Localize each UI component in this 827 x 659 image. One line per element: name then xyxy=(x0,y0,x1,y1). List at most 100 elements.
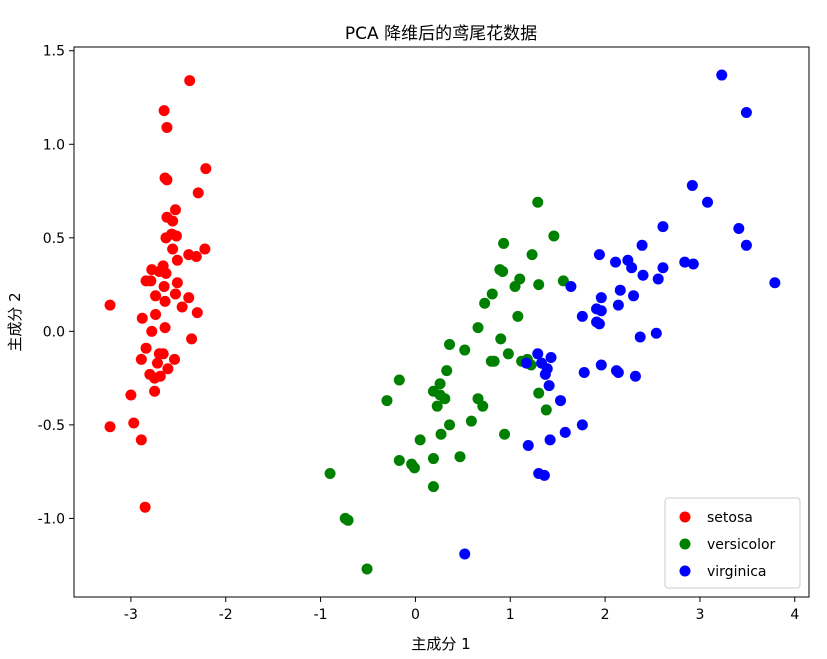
y-tick-label: -1.0 xyxy=(38,511,65,527)
point-setosa-21 xyxy=(160,267,172,279)
point-virginica-33 xyxy=(520,357,532,369)
point-virginica-15 xyxy=(652,273,664,285)
point-setosa-42 xyxy=(169,353,181,365)
point-virginica-22 xyxy=(769,277,781,289)
point-setosa-41 xyxy=(135,353,147,365)
x-tick-label: -3 xyxy=(124,607,138,623)
point-virginica-14 xyxy=(637,269,649,281)
point-setosa-11 xyxy=(170,230,182,242)
point-versicolor-35 xyxy=(499,428,511,440)
x-axis-title: 主成分 1 xyxy=(411,635,470,653)
y-axis: 1.5 1.0 0.5 0.0 -0.5 -1.0 xyxy=(38,44,74,527)
point-versicolor-38 xyxy=(454,451,466,463)
legend-label-versicolor: versicolor xyxy=(707,537,776,553)
point-virginica-19 xyxy=(628,290,640,302)
point-setosa-1 xyxy=(158,105,170,117)
point-virginica-25 xyxy=(593,318,605,330)
point-virginica-0 xyxy=(716,69,728,81)
point-versicolor-5 xyxy=(494,264,506,276)
legend-marker-setosa xyxy=(679,511,691,523)
point-setosa-25 xyxy=(158,280,170,292)
point-setosa-16 xyxy=(190,251,202,263)
point-setosa-35 xyxy=(159,322,171,334)
legend-marker-versicolor xyxy=(679,538,691,550)
point-setosa-52 xyxy=(135,434,147,446)
point-versicolor-31 xyxy=(393,374,405,386)
x-tick-label: -2 xyxy=(219,607,233,623)
legend-box xyxy=(664,497,801,589)
point-versicolor-13 xyxy=(512,310,524,322)
point-versicolor-0 xyxy=(532,196,544,208)
x-tick-label: 1 xyxy=(506,607,515,623)
point-versicolor-49 xyxy=(488,355,500,367)
y-tick-label: 1.5 xyxy=(43,44,65,60)
point-versicolor-46 xyxy=(361,563,373,575)
point-setosa-51 xyxy=(104,421,116,433)
point-versicolor-22 xyxy=(441,365,453,377)
point-setosa-2 xyxy=(161,121,173,133)
point-virginica-43 xyxy=(544,434,556,446)
point-setosa-9 xyxy=(167,215,179,227)
point-versicolor-43 xyxy=(427,481,439,493)
point-versicolor-10 xyxy=(486,288,498,300)
point-setosa-23 xyxy=(145,275,157,287)
point-versicolor-37 xyxy=(427,453,439,465)
point-setosa-27 xyxy=(150,290,162,302)
point-versicolor-23 xyxy=(434,378,446,390)
point-versicolor-21 xyxy=(540,404,552,416)
point-setosa-49 xyxy=(125,389,137,401)
point-setosa-14 xyxy=(167,243,179,255)
y-tick-label: -0.5 xyxy=(38,418,65,434)
point-setosa-24 xyxy=(171,277,183,289)
point-virginica-6 xyxy=(740,239,752,251)
y-axis-title: 主成分 2 xyxy=(6,292,24,351)
point-virginica-26 xyxy=(576,310,588,322)
point-versicolor-2 xyxy=(548,230,560,242)
x-tick-label: -1 xyxy=(314,607,328,623)
point-virginica-8 xyxy=(679,256,691,268)
point-virginica-34 xyxy=(578,367,590,379)
point-setosa-7 xyxy=(169,204,181,216)
point-virginica-7 xyxy=(636,239,648,251)
point-versicolor-14 xyxy=(495,333,507,345)
point-setosa-36 xyxy=(146,325,158,337)
point-versicolor-45 xyxy=(342,514,354,526)
point-setosa-48 xyxy=(149,385,161,397)
point-versicolor-27 xyxy=(431,400,443,412)
point-setosa-47 xyxy=(154,370,166,382)
point-virginica-47 xyxy=(459,548,471,560)
point-setosa-5 xyxy=(161,174,173,186)
point-versicolor-20 xyxy=(533,387,545,399)
x-tick-label: 2 xyxy=(601,607,610,623)
point-setosa-13 xyxy=(199,243,211,255)
point-virginica-46 xyxy=(538,469,550,481)
point-setosa-28 xyxy=(183,292,195,304)
point-versicolor-39 xyxy=(393,454,405,466)
chart-title: PCA 降维后的鸢尾花数据 xyxy=(345,24,537,44)
point-virginica-16 xyxy=(626,262,638,274)
point-setosa-53 xyxy=(139,501,151,513)
point-virginica-48 xyxy=(539,368,551,380)
point-virginica-42 xyxy=(559,426,571,438)
point-versicolor-8 xyxy=(533,279,545,291)
point-setosa-34 xyxy=(136,312,148,324)
point-setosa-33 xyxy=(150,309,162,321)
point-versicolor-26 xyxy=(439,393,451,405)
point-setosa-50 xyxy=(128,417,140,429)
point-versicolor-29 xyxy=(477,400,489,412)
point-virginica-21 xyxy=(565,280,577,292)
point-virginica-38 xyxy=(629,370,641,382)
point-virginica-37 xyxy=(612,367,624,379)
point-versicolor-41 xyxy=(408,462,420,474)
x-tick-label: 4 xyxy=(790,607,799,623)
point-virginica-20 xyxy=(612,299,624,311)
point-versicolor-12 xyxy=(472,322,484,334)
point-versicolor-30 xyxy=(465,415,477,427)
point-virginica-29 xyxy=(545,352,557,364)
point-setosa-37 xyxy=(186,333,198,345)
legend-label-setosa: setosa xyxy=(707,510,753,526)
x-axis: -3 -2 -1 0 1 2 3 4 xyxy=(124,597,799,623)
point-setosa-29 xyxy=(159,295,171,307)
point-virginica-3 xyxy=(702,196,714,208)
